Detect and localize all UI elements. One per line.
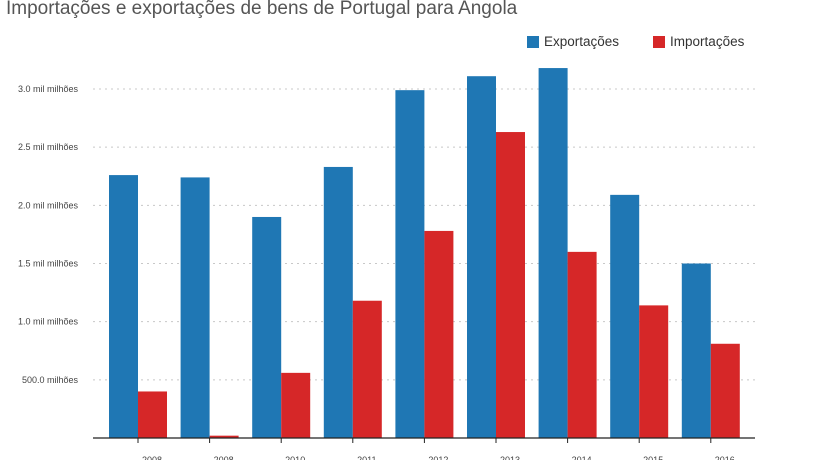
y-tick-label: 500.0 milhões [22,375,79,385]
x-tick-label: 2012 [428,455,448,460]
legend-item-importacoes[interactable]: Importações [653,34,744,49]
y-tick-label: 1.0 mil milhões [18,317,79,327]
bar-exportacoes-2[interactable] [252,216,282,438]
legend-label-exportacoes: Exportações [544,34,620,49]
x-tick-label: 2014 [572,455,592,460]
bar-importacoes-6[interactable] [567,251,597,438]
bar-importacoes-2[interactable] [281,372,311,438]
chart-title: Importações e exportações de bens de Por… [6,0,518,19]
bar-exportacoes-7[interactable] [610,194,640,438]
bar-exportacoes-5[interactable] [467,76,496,438]
x-tick-label: 2010 [285,455,305,460]
x-tick-label: 2016 [715,455,735,460]
chart-legend: Exportações Importações [527,34,744,49]
x-tick-label: 2008 [142,455,162,460]
x-tick-label: 2008 [214,455,234,460]
y-tick-label: 3.0 mil milhões [18,84,79,94]
bar-exportacoes-8[interactable] [681,263,711,439]
bar-exportacoes-3[interactable] [323,166,353,438]
bar-importacoes-0[interactable] [138,391,167,438]
legend-swatch-importacoes [653,35,666,48]
x-tick-label: 2013 [500,455,520,460]
legend-item-exportacoes[interactable]: Exportações [527,34,619,49]
bar-importacoes-7[interactable] [639,305,669,438]
legend-swatch-exportacoes [527,35,539,48]
bar-importacoes-1[interactable] [209,435,239,438]
y-tick-label: 1.5 mil milhões [18,259,79,269]
bar-exportacoes-6[interactable] [538,68,568,438]
bar-exportacoes-1[interactable] [180,177,210,438]
bar-importacoes-8[interactable] [710,343,740,438]
bar-importacoes-4[interactable] [424,230,454,438]
y-tick-label: 2.5 mil milhões [18,142,79,152]
bar-exportacoes-0[interactable] [109,175,138,438]
bar-importacoes-5[interactable] [496,132,525,438]
bar-exportacoes-4[interactable] [395,90,425,438]
legend-label-importacoes: Importações [670,34,745,49]
y-tick-label: 2.0 mil milhões [18,200,79,210]
bar-importacoes-3[interactable] [352,300,382,438]
x-tick-label: 2015 [643,455,663,460]
x-tick-label: 2011 [357,455,376,460]
